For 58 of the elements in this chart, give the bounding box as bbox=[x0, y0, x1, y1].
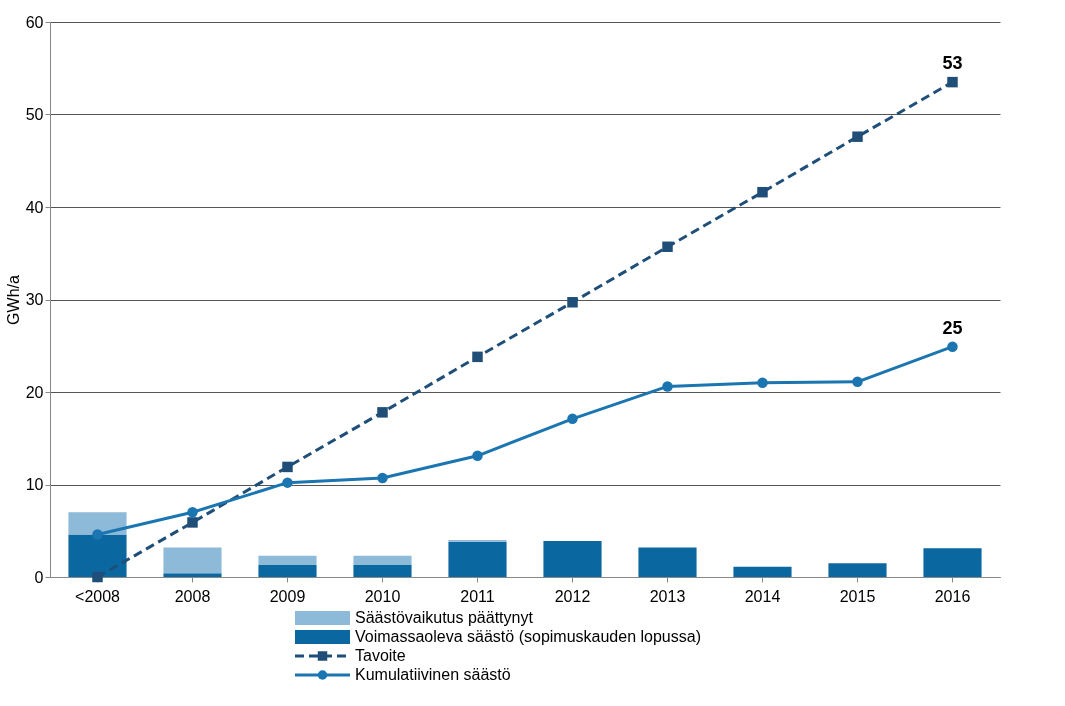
bar bbox=[68, 534, 127, 577]
point bbox=[377, 407, 388, 418]
x-tick-label: 2016 bbox=[934, 587, 971, 605]
point bbox=[662, 241, 673, 253]
legend-label: Kumulatiivinen säästö bbox=[355, 666, 511, 683]
point bbox=[472, 351, 483, 363]
point bbox=[282, 461, 293, 473]
bar bbox=[923, 548, 982, 577]
data-label: 53 bbox=[942, 53, 963, 74]
bar bbox=[353, 555, 412, 565]
bar bbox=[543, 540, 602, 577]
bar bbox=[258, 564, 317, 577]
point bbox=[852, 376, 863, 388]
x-tick-label: 2008 bbox=[174, 587, 211, 605]
legend-label: Säästövaikutus päättynyt bbox=[355, 609, 534, 626]
y-tick-label: 30 bbox=[25, 291, 44, 308]
x-tick-label: 2013 bbox=[649, 587, 686, 605]
point bbox=[947, 341, 958, 352]
x-tick-label: 2014 bbox=[744, 587, 781, 605]
point bbox=[377, 472, 388, 484]
bar bbox=[163, 547, 222, 574]
point bbox=[947, 76, 958, 88]
point bbox=[187, 507, 198, 518]
bar bbox=[163, 573, 222, 577]
x-tick-label: 2009 bbox=[269, 587, 306, 605]
point bbox=[757, 377, 768, 388]
legend-label: Tavoite bbox=[355, 647, 406, 664]
x-tick-label: 2015 bbox=[839, 587, 876, 605]
x-tick-label: <2008 bbox=[75, 587, 121, 605]
bar bbox=[828, 563, 887, 577]
point bbox=[567, 297, 578, 308]
point bbox=[92, 529, 103, 540]
x-tick-label: 2012 bbox=[554, 587, 591, 605]
bar bbox=[353, 564, 412, 577]
bar bbox=[638, 547, 697, 577]
y-tick-label: 50 bbox=[25, 106, 44, 123]
point bbox=[757, 186, 768, 198]
x-tick-label: 2010 bbox=[364, 587, 401, 605]
bar bbox=[68, 512, 127, 535]
y-tick-label: 60 bbox=[25, 13, 44, 31]
point bbox=[567, 413, 578, 425]
data-label: 25 bbox=[942, 317, 963, 338]
legend-label: Voimassaoleva säästö (sopimuskauden lopussa) bbox=[355, 628, 701, 645]
y-tick-label: 0 bbox=[34, 568, 44, 586]
y-tick-label: 40 bbox=[25, 198, 44, 216]
point bbox=[282, 477, 293, 488]
point bbox=[187, 517, 198, 528]
bar bbox=[448, 541, 507, 577]
y-axis-title: GWh/a bbox=[4, 275, 22, 325]
bar bbox=[258, 555, 317, 565]
point bbox=[92, 571, 103, 583]
y-tick-label: 20 bbox=[25, 383, 44, 401]
y-tick-label: 10 bbox=[25, 476, 44, 493]
bar bbox=[733, 566, 792, 577]
point bbox=[662, 381, 673, 392]
point bbox=[852, 131, 863, 142]
x-tick-label: 2011 bbox=[460, 587, 495, 605]
point bbox=[472, 450, 483, 462]
